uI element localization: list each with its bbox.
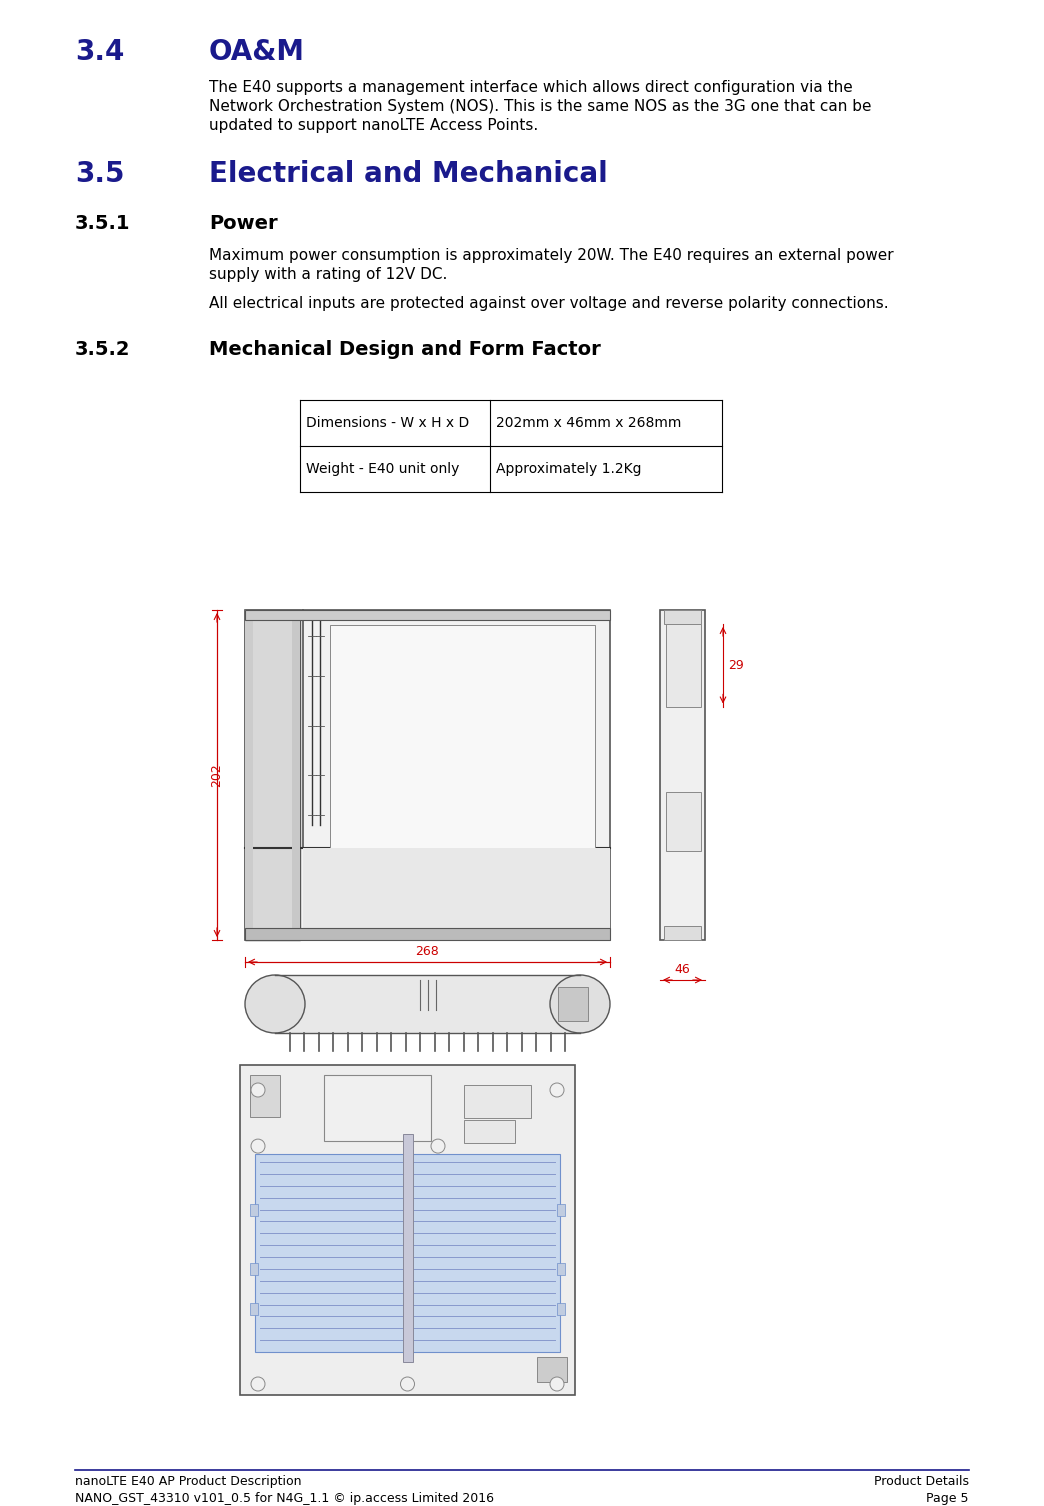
Bar (557, 1203, 565, 1215)
Text: Page 5: Page 5 (926, 1492, 969, 1504)
Text: OA&M: OA&M (209, 38, 305, 66)
Bar (666, 623, 701, 706)
Bar (250, 1075, 280, 1117)
Text: 46: 46 (674, 962, 690, 976)
Bar (403, 1134, 412, 1361)
Text: 3.4: 3.4 (75, 38, 124, 66)
Text: 202: 202 (211, 764, 223, 786)
Circle shape (550, 1376, 564, 1392)
Bar (250, 1303, 258, 1315)
Bar (465, 1084, 531, 1117)
Text: updated to support nanoLTE Access Points.: updated to support nanoLTE Access Points… (209, 117, 538, 133)
Bar (660, 610, 705, 940)
Bar (303, 848, 610, 940)
Circle shape (550, 1083, 564, 1096)
Text: Approximately 1.2Kg: Approximately 1.2Kg (496, 462, 641, 476)
Circle shape (251, 1139, 265, 1154)
Text: Electrical and Mechanical: Electrical and Mechanical (209, 160, 608, 188)
Bar (330, 625, 595, 849)
Bar (557, 986, 588, 1021)
Bar (465, 1120, 515, 1143)
Text: Mechanical Design and Form Factor: Mechanical Design and Form Factor (209, 340, 600, 358)
Bar (557, 1264, 565, 1276)
Text: nanoLTE E40 AP Product Description: nanoLTE E40 AP Product Description (75, 1474, 302, 1488)
Bar (664, 610, 701, 623)
Bar (245, 610, 300, 940)
Text: NANO_GST_43310 v101_0.5 for N4G_1.1 © ip.access Limited 2016: NANO_GST_43310 v101_0.5 for N4G_1.1 © ip… (75, 1492, 494, 1504)
Bar (250, 1264, 258, 1276)
Circle shape (251, 1376, 265, 1392)
Circle shape (431, 1139, 445, 1154)
Text: 3.5.1: 3.5.1 (75, 214, 130, 233)
Text: 29: 29 (728, 658, 743, 672)
Bar (666, 792, 701, 851)
Bar (250, 1203, 258, 1215)
Text: 3.5: 3.5 (75, 160, 124, 188)
Text: 3.5.2: 3.5.2 (75, 340, 130, 358)
Text: All electrical inputs are protected against over voltage and reverse polarity co: All electrical inputs are protected agai… (209, 297, 888, 312)
Text: 202mm x 46mm x 268mm: 202mm x 46mm x 268mm (496, 416, 682, 431)
Bar (240, 1065, 575, 1395)
Text: Maximum power consumption is approximately 20W. The E40 requires an external pow: Maximum power consumption is approximate… (209, 248, 894, 264)
Bar (537, 1357, 567, 1383)
Circle shape (251, 1083, 265, 1096)
Text: Dimensions - W x H x D: Dimensions - W x H x D (306, 416, 469, 431)
Bar (557, 1303, 565, 1315)
Text: Network Orchestration System (NOS). This is the same NOS as the 3G one that can : Network Orchestration System (NOS). This… (209, 99, 872, 114)
Bar (245, 610, 253, 940)
Text: Weight - E40 unit only: Weight - E40 unit only (306, 462, 459, 476)
Ellipse shape (245, 974, 305, 1033)
Bar (245, 610, 610, 940)
Text: supply with a rating of 12V DC.: supply with a rating of 12V DC. (209, 267, 447, 282)
Bar (245, 610, 610, 620)
Bar (292, 610, 300, 940)
Circle shape (401, 1376, 414, 1392)
Text: Product Details: Product Details (874, 1474, 969, 1488)
Text: 268: 268 (416, 944, 440, 958)
Bar (255, 1154, 560, 1352)
Bar (245, 928, 610, 940)
Bar (324, 1075, 431, 1142)
Bar (664, 926, 701, 940)
Text: Power: Power (209, 214, 278, 233)
Text: The E40 supports a management interface which allows direct configuration via th: The E40 supports a management interface … (209, 80, 853, 95)
Bar (275, 974, 580, 1033)
Ellipse shape (550, 974, 610, 1033)
